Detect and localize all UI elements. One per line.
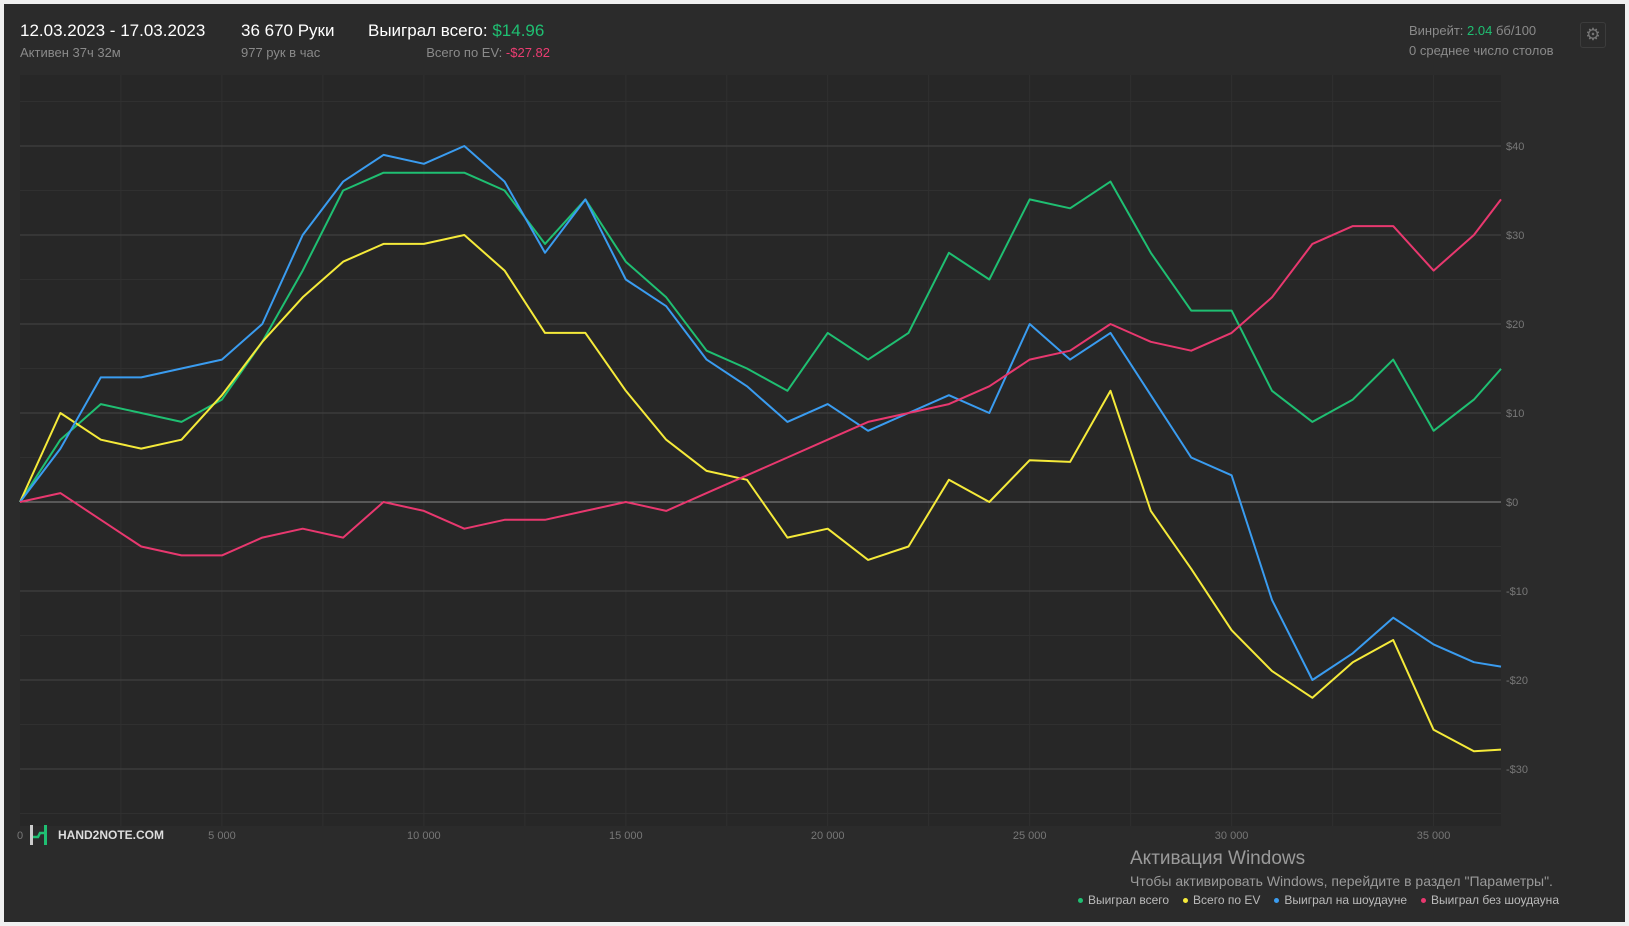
y-tick-label: $10 [1506,408,1524,420]
legend-dot [1183,898,1189,904]
x-tick-label: 20 000 [811,830,845,842]
legend-item[interactable]: Выиграл без шоудауна [1421,893,1559,907]
legend-label: Выиграл всего [1087,893,1170,907]
y-tick-label: -$20 [1506,675,1528,687]
windows-activation-title: Активация Windows [1130,848,1306,869]
x-tick-label: 25 000 [1013,830,1047,842]
series-line-2 [19,234,1502,753]
x-tick-label: 10 000 [407,830,441,842]
y-tick-label: $30 [1506,230,1524,242]
active-time: Активен 37ч 32м [20,45,121,60]
series-line-3 [19,145,1502,681]
legend-dot [1274,898,1280,904]
won-total: Выиграл всего: $14.96 [368,21,544,41]
y-tick-label: $40 [1506,141,1524,153]
gear-icon[interactable]: ⚙ [1580,22,1606,48]
y-tick-label: -$10 [1506,586,1528,598]
won-label: Выиграл всего: [368,21,488,40]
legend-label: Всего по EV [1193,893,1261,907]
hand2note-logo: HAND2NOTE.COM [28,824,164,846]
legend-item[interactable]: Выиграл всего [1077,893,1170,907]
ev-total: Всего по EV: -$27.82 [426,45,550,60]
legend-item[interactable]: Всего по EV [1183,893,1260,907]
avg-tables: 0 среднее число столов [1409,43,1554,58]
legend-dot [1077,898,1083,904]
won-value: $14.96 [492,21,545,40]
chart-legend: Выиграл всего Всего по EV Выиграл на шоуда… [1077,893,1559,907]
x-tick-label: 35 000 [1417,830,1451,842]
ev-value: -$27.82 [505,45,550,60]
x-tick-label: 0 [17,830,23,842]
series-line-1 [19,171,1502,503]
plot-area [20,75,1501,826]
x-tick-label: 5 000 [208,830,236,842]
logo-text: HAND2NOTE.COM [58,828,165,842]
winrate-value: 2.04 [1467,23,1493,38]
winrate: Винрейт: 2.04 бб/100 [1409,23,1536,38]
hands-per-hour: 977 рук в час [241,45,321,60]
legend-label: Выиграл без шоудауна [1431,893,1559,907]
ev-label: Всего по EV: [426,45,503,60]
winrate-label: Винрейт: [1409,23,1464,38]
date-range: 12.03.2023 - 17.03.2023 [20,21,206,40]
y-tick-label: $0 [1506,497,1518,509]
series-line-4 [19,198,1502,557]
hands-count: 36 670 Руки [241,21,335,40]
windows-activation-text: Чтобы активировать Windows, перейдите в … [1130,873,1553,889]
legend-item[interactable]: Выиграл на шоудауне [1274,893,1407,907]
legend-dot [1421,898,1426,904]
logo-icon [30,825,47,845]
y-tick-label: $20 [1506,319,1524,331]
winrate-unit: бб/100 [1495,23,1537,38]
x-tick-label: 30 000 [1215,830,1249,842]
legend-label: Выиграл на шоудауне [1284,893,1407,907]
x-tick-label: 15 000 [609,830,643,842]
y-tick-label: -$30 [1506,764,1528,776]
